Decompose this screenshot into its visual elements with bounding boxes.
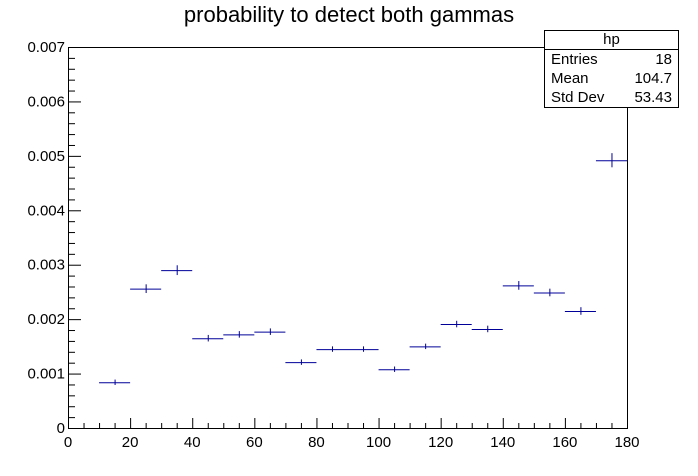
data-point — [595, 153, 627, 168]
y-tick-label: 0.006 — [27, 93, 65, 110]
data-point — [161, 265, 193, 276]
stats-stddev-row: Std Dev 53.43 — [545, 88, 678, 107]
y-tick-label: 0.002 — [27, 311, 65, 328]
stats-entries-value: 18 — [655, 51, 672, 68]
y-tick-label: 0.007 — [27, 39, 65, 56]
y-tick-label: 0.005 — [27, 148, 65, 165]
data-point — [564, 307, 596, 315]
data-point — [347, 346, 379, 352]
plot-frame — [68, 47, 628, 429]
y-tick-label: 0.004 — [27, 202, 65, 219]
data-point — [223, 331, 255, 338]
x-tick-label: 120 — [428, 434, 453, 451]
data-point — [440, 320, 472, 328]
chart-title: probability to detect both gammas — [183, 2, 515, 27]
stats-mean-row: Mean 104.7 — [545, 69, 678, 88]
y-tick-label: 0.003 — [27, 257, 65, 274]
x-tick-label: 100 — [366, 434, 391, 451]
data-point — [409, 343, 441, 350]
data-point — [378, 366, 410, 372]
y-tick-label: 0.001 — [27, 366, 65, 383]
stats-box: hp Entries 18 Mean 104.7 Std Dev 53.43 — [544, 30, 679, 108]
stats-title: hp — [545, 31, 678, 50]
data-point — [254, 328, 286, 335]
data-point — [285, 359, 317, 365]
data-point — [471, 325, 503, 333]
x-tick-label: 180 — [614, 434, 639, 451]
x-tick-label: 140 — [490, 434, 515, 451]
stats-entries-label: Entries — [551, 51, 598, 68]
x-tick-label: 160 — [552, 434, 577, 451]
x-tick-label: 60 — [246, 434, 263, 451]
stats-stddev-label: Std Dev — [551, 89, 605, 106]
data-point — [99, 379, 131, 386]
data-points — [99, 153, 627, 386]
stats-stddev-value: 53.43 — [634, 89, 672, 106]
stats-mean-value: 104.7 — [634, 70, 672, 87]
x-tick-label: 20 — [122, 434, 139, 451]
x-tick-label: 0 — [64, 434, 72, 451]
data-point — [316, 346, 348, 352]
x-tick-label: 40 — [184, 434, 201, 451]
x-tick-label: 80 — [308, 434, 325, 451]
data-point — [192, 334, 224, 342]
data-point — [130, 284, 162, 294]
stats-entries-row: Entries 18 — [545, 50, 678, 69]
data-point — [502, 281, 534, 290]
data-point — [533, 288, 565, 297]
stats-mean-label: Mean — [551, 70, 589, 87]
y-tick-label: 0 — [57, 420, 65, 437]
axes: 0 20 40 60 80 100 120 140 160 180 0 0.001 0.002 0.003… — [27, 39, 639, 451]
